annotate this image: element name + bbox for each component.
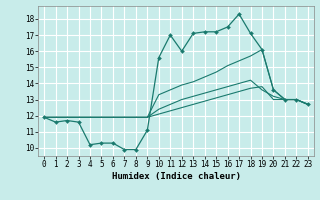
X-axis label: Humidex (Indice chaleur): Humidex (Indice chaleur): [111, 172, 241, 181]
